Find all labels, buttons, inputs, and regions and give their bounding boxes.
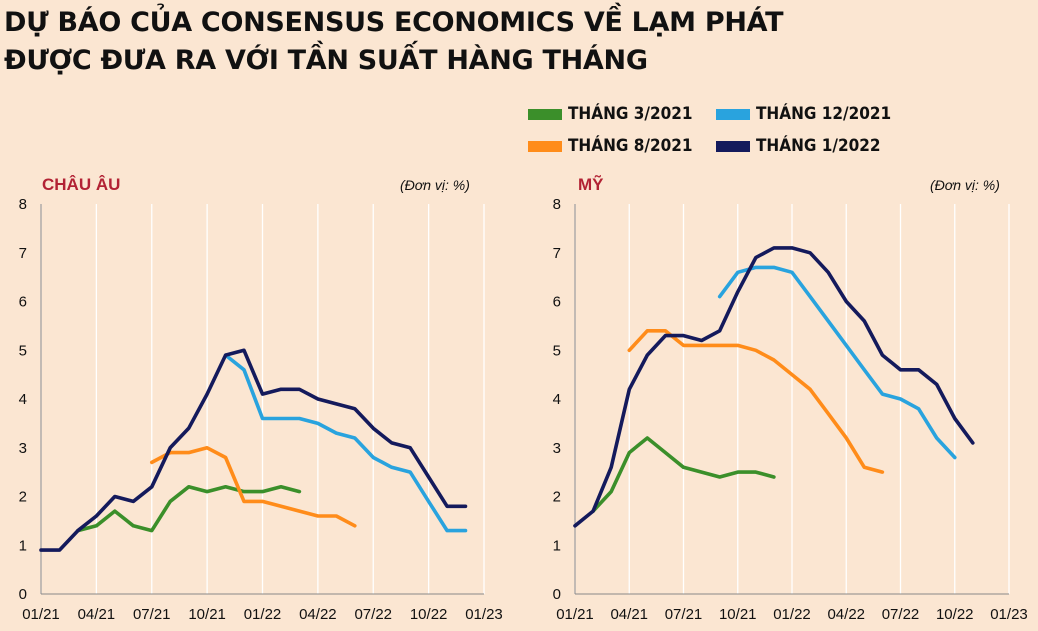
- y-tick-label: 7: [553, 245, 561, 262]
- x-tick-label: 01/22: [773, 606, 811, 623]
- y-tick-label: 2: [19, 489, 27, 506]
- x-tick-label: 01/21: [22, 606, 60, 623]
- x-tick-label: 04/22: [827, 606, 865, 623]
- x-tick-label: 04/21: [610, 606, 648, 623]
- y-tick-label: 4: [19, 391, 27, 408]
- region-label-europe: CHÂU ÂU: [42, 175, 120, 194]
- y-tick-label: 8: [19, 196, 27, 213]
- legend-item-jan-2022: THÁNG 1/2022: [716, 136, 881, 156]
- y-tick-label: 1: [19, 537, 27, 554]
- legend-swatch-mar-2021: [528, 108, 562, 120]
- region-label-usa: MỸ: [578, 174, 604, 194]
- x-tick-label: 07/22: [882, 606, 920, 623]
- x-tick-label: 01/23: [465, 606, 503, 623]
- title-line-1: DỰ BÁO CỦA CONSENSUS ECONOMICS VỀ LẠM PH…: [4, 7, 784, 38]
- legend-item-dec-2021: THÁNG 12/2021: [716, 104, 891, 124]
- series-line-aug-2021: [150, 445, 357, 528]
- x-tick-label: 10/21: [719, 606, 757, 623]
- legend-swatch-aug-2021: [528, 140, 562, 152]
- series-line-jan-2022: [573, 246, 975, 528]
- x-tick-label: 01/23: [990, 606, 1028, 623]
- unit-label-usa: (Đơn vị: %): [930, 177, 1000, 193]
- series-line-mar-2021: [76, 484, 302, 533]
- x-tick-label: 10/21: [188, 606, 226, 623]
- x-tick-label: 01/21: [556, 606, 594, 623]
- y-tick-label: 0: [19, 586, 27, 603]
- x-tick-label: 07/22: [354, 606, 392, 623]
- y-tick-label: 7: [19, 245, 27, 262]
- legend: THÁNG 3/2021 THÁNG 12/2021 THÁNG 8/2021 …: [528, 100, 948, 164]
- y-tick-label: 3: [19, 440, 27, 457]
- x-tick-label: 04/22: [299, 606, 337, 623]
- y-tick-label: 5: [19, 342, 27, 359]
- x-tick-label: 10/22: [936, 606, 974, 623]
- chart-title: DỰ BÁO CỦA CONSENSUS ECONOMICS VỀ LẠM PH…: [4, 4, 784, 80]
- chart-usa: MỸ (Đơn vị: %) 0 1 2 3 4 5 6 7 8 01/21 04/21 07/21 1…: [553, 174, 1028, 623]
- y-tick-label: 6: [19, 294, 27, 311]
- legend-item-mar-2021: THÁNG 3/2021: [528, 104, 693, 124]
- y-tick-label: 6: [553, 294, 561, 311]
- x-tick-label: 10/22: [410, 606, 448, 623]
- legend-label-aug-2021: THÁNG 8/2021: [568, 136, 693, 156]
- x-tick-label: 01/22: [244, 606, 282, 623]
- legend-label-jan-2022: THÁNG 1/2022: [756, 136, 881, 156]
- y-tick-label: 5: [553, 342, 561, 359]
- y-tick-label: 1: [553, 537, 561, 554]
- y-tick-label: 2: [553, 489, 561, 506]
- series-line-jan-2022: [39, 348, 468, 552]
- y-tick-label: 4: [553, 391, 561, 408]
- legend-label-dec-2021: THÁNG 12/2021: [756, 104, 892, 124]
- y-tick-label: 3: [553, 440, 561, 457]
- legend-swatch-dec-2021: [716, 108, 750, 120]
- x-tick-label: 04/21: [78, 606, 116, 623]
- y-tick-label: 0: [553, 586, 561, 603]
- legend-label-mar-2021: THÁNG 3/2021: [568, 104, 693, 124]
- legend-item-aug-2021: THÁNG 8/2021: [528, 136, 693, 156]
- series-line-dec-2021: [717, 265, 957, 460]
- legend-swatch-jan-2022: [716, 140, 750, 152]
- x-tick-label: 07/21: [665, 606, 703, 623]
- series-line-mar-2021: [591, 436, 776, 513]
- y-tick-label: 8: [553, 196, 561, 213]
- series-line-aug-2021: [627, 328, 885, 474]
- chart-europe: CHÂU ÂU (Đơn vị: %) 0 1 2 3 4 5 6 7 8 01/21 04/21 0…: [19, 175, 503, 623]
- x-tick-label: 07/21: [133, 606, 171, 623]
- unit-label-europe: (Đơn vị: %): [400, 177, 470, 193]
- title-line-2: ĐƯỢC ĐƯA RA VỚI TẦN SUẤT HÀNG THÁNG: [4, 45, 648, 76]
- series-line-dec-2021: [223, 353, 468, 533]
